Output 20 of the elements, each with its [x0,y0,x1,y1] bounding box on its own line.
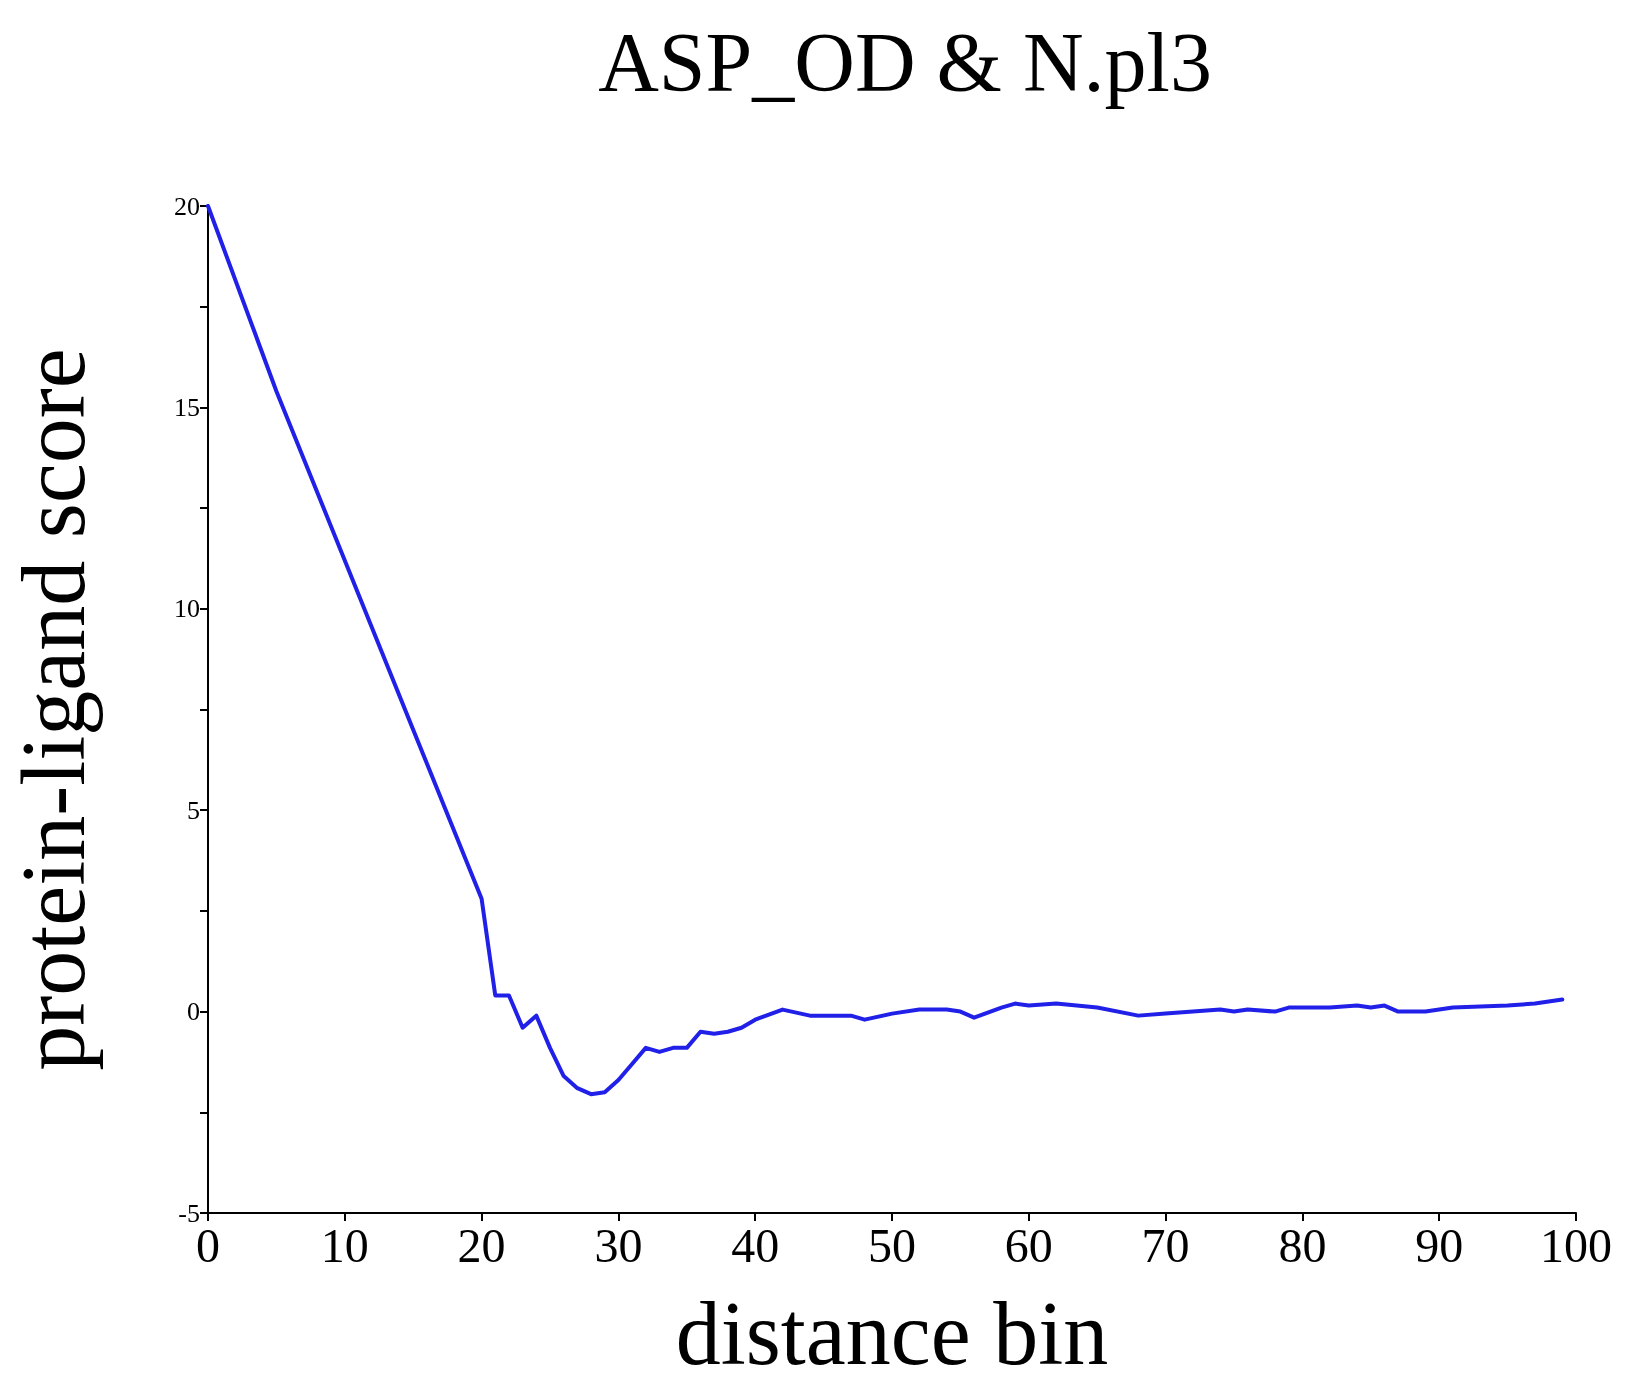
x-tick-label: 20 [457,1218,506,1272]
x-tick-label: 100 [1540,1218,1612,1272]
x-tick-label: 40 [731,1218,780,1272]
y-tick-label: 15 [174,392,200,422]
y-tick-label: -5 [178,1198,200,1228]
x-tick-label: 90 [1415,1218,1464,1272]
x-tick-label: 80 [1278,1218,1327,1272]
x-tick-label: 50 [868,1218,916,1272]
chart-title: ASP_OD & N.pl3 [598,15,1212,109]
x-tick-label: 10 [320,1218,369,1272]
y-tick-label: 5 [187,795,200,825]
y-tick-label: 20 [174,191,200,221]
x-tick-label: 30 [594,1218,643,1272]
y-axis-title: protein-ligand score [3,348,103,1071]
y-tick-label: 10 [174,594,200,624]
x-tick-label: 60 [1004,1218,1053,1272]
x-tick-label: 70 [1141,1218,1190,1272]
y-tick-label: 0 [187,997,200,1027]
x-axis-title: distance bin [675,1283,1109,1383]
line-series [206,204,1565,1097]
